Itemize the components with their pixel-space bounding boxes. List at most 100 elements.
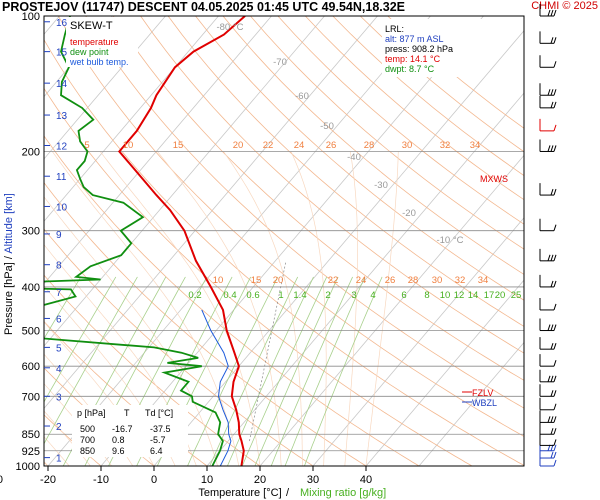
isotherm-label: -70 [273,57,287,68]
marks-layer [43,4,557,471]
wind-barb-flag [553,416,557,423]
y-axis-label-part: / [3,254,15,263]
wind-barb [539,274,557,288]
wind-barb [539,354,557,367]
mixing-ratio-label: 3 [351,290,356,301]
wind-barb-flag [553,9,557,17]
wind-barb-flag [550,37,554,44]
pressure-tick-label: 600 [22,361,40,373]
mixing-ratio-label: 0.6 [246,290,259,301]
isotherm-line [312,217,524,466]
wind-barb-flag [547,9,551,17]
wind-barb-flag [547,324,551,331]
mixing-ratio-line [209,276,299,466]
dry-adiabat-label: 20 [233,140,244,151]
mixing-ratio-label: 2 [325,290,330,301]
legend-wetbulb: wet bulb temp. [69,57,129,67]
dry-adiabat-label: 30 [432,275,443,286]
mixing-ratio-line [254,276,339,466]
wind-barb [539,248,557,262]
wind-barb [539,139,557,152]
plot-frame [43,15,525,467]
wind-barb-flag [550,254,554,261]
x-axis-mixing-label: Mixing ratio [g/kg] [300,487,386,499]
y-axis-label-part: Pressure [hPa] [3,262,15,335]
mixing-ratio-line [44,276,138,445]
mxws-label: MXWS [480,174,508,184]
mixing-ratio-line [44,276,82,340]
mixing-ratio-line [284,276,366,466]
altitude-tick-label: 9 [56,230,62,241]
temperature-tick-label: 30 [307,474,319,486]
altitude-tick-label: 4 [56,364,62,375]
wind-barb-flag [553,451,557,459]
wind-barb-flag [550,343,554,350]
temperature-tick-label: 0 [151,474,157,486]
pressure-tick-label: 100 [22,11,40,23]
legend-dewpoint: dew point [70,47,109,57]
wind-barb [539,4,557,17]
mixing-ratio-label: 6 [401,290,406,301]
table-header: Td [°C] [145,408,173,418]
altitude-tick-label: 7 [56,288,62,299]
altitude-tick-label: 3 [56,392,62,403]
pressure-tick-label: 200 [22,146,40,158]
wind-barb [539,55,557,68]
lrl-temperature: temp: 14.1 °C [385,54,441,64]
wind-barb [539,318,557,332]
temperature-tick-label: 40 [360,474,372,486]
isotherm-label: -50 [320,121,334,132]
wbzl-label: WBZL [472,398,497,408]
altitude-tick-label: 8 [56,261,62,272]
mixing-ratio-line [304,276,383,466]
wind-barb-flag [547,416,551,423]
isotherm-label: -60 [295,91,309,102]
lrl-pressure: press: 908.2 hPa [385,44,453,54]
wind-barb-flag [550,280,554,288]
wind-barb-flag [553,343,557,350]
dry-adiabat-label: 28 [408,275,419,286]
altitude-tick-label: 6 [56,314,62,325]
lrl-dewpoint: dwpt: 8.7 °C [385,64,435,74]
wind-barb-flag [550,101,554,109]
dry-adiabat-label: 10 [213,275,224,286]
mixing-ratio-line [227,276,314,466]
mixing-ratio-label: 14 [468,290,479,301]
credit-label: CHMI © 2025 [531,0,598,12]
isotherm-line [44,16,219,222]
altitude-tick-label: 1 [56,454,62,465]
mixing-ratio-label: 0.4 [223,290,236,301]
mixing-ratio-label: 4 [370,290,375,301]
isotherm-line [259,154,524,466]
dry-adiabat-label: 32 [440,140,451,151]
mixing-ratio-label: 17 [484,290,495,301]
wind-barb [539,410,557,423]
parcel-line [249,260,287,442]
mixing-ratio-label: 1 [278,290,283,301]
altitude-tick-label: 16 [56,18,68,29]
wind-barb-flag [553,280,557,288]
mixing-ratio-label: 25 [511,290,522,301]
wind-barb-flag [550,416,554,423]
legend-title: SKEW-T [70,20,113,32]
wind-barb-flag [547,89,551,96]
isotherm-label: -10 °C [436,235,463,246]
dry-adiabat-label: 20 [273,275,284,286]
pressure-tick-label: 500 [22,326,40,338]
isotherm-line [365,279,524,466]
y-axis-label-part: Altitude [km] [3,193,15,254]
altitude-tick-label: 10 [56,202,68,213]
isotherm-line [44,16,272,285]
table-header: T [124,408,130,418]
dry-adiabat-label: 15 [173,140,184,151]
dry-adiabat-line [167,16,524,327]
table-cell-temp: -16.7 [112,424,133,434]
table-cell-pressure: 850 [80,446,95,456]
wind-barb [539,433,557,446]
wind-barb [539,83,557,96]
wind-barb [539,446,557,459]
isotherm-label: -80 °C [216,22,243,33]
pressure-tick-label: 300 [22,226,40,238]
wetbulb-profile-line [201,309,232,466]
